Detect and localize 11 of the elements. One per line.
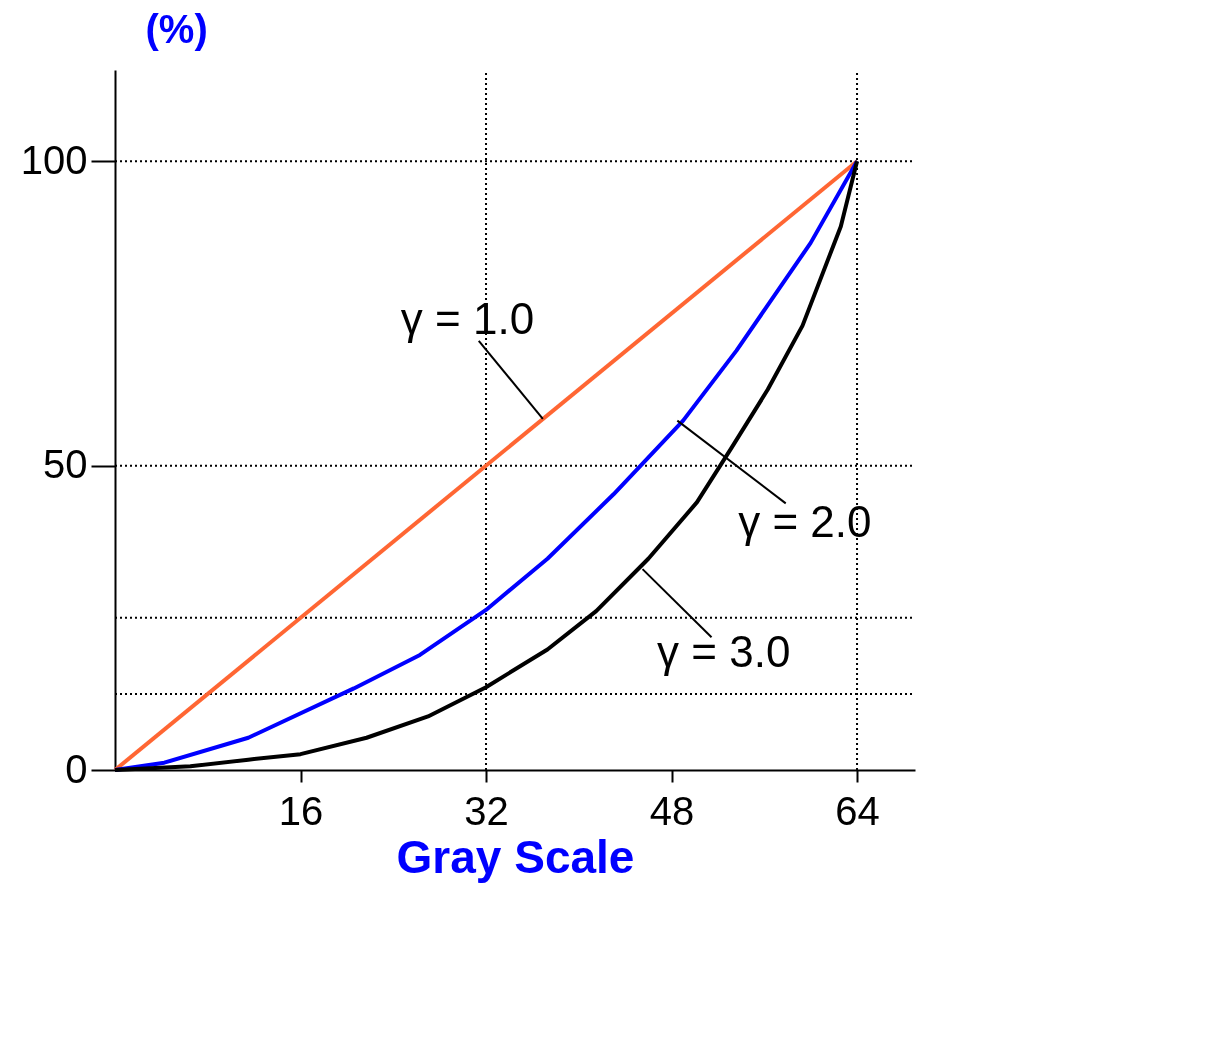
- x-tick-label: 48: [649, 788, 695, 833]
- x-tick-label: 16: [278, 788, 324, 833]
- annotation: γ = 3.0: [657, 627, 791, 677]
- x-tick-label: 32: [464, 788, 509, 833]
- y-tick-label: 100: [20, 137, 88, 182]
- x-tick-label: 64: [835, 788, 880, 833]
- y-tick-label: 0: [65, 746, 88, 791]
- y-tick-label: 50: [43, 442, 88, 487]
- annotation: γ = 2.0: [738, 497, 872, 547]
- y-axis-title: (%): [145, 6, 208, 51]
- x-axis-title: Gray Scale: [396, 830, 635, 883]
